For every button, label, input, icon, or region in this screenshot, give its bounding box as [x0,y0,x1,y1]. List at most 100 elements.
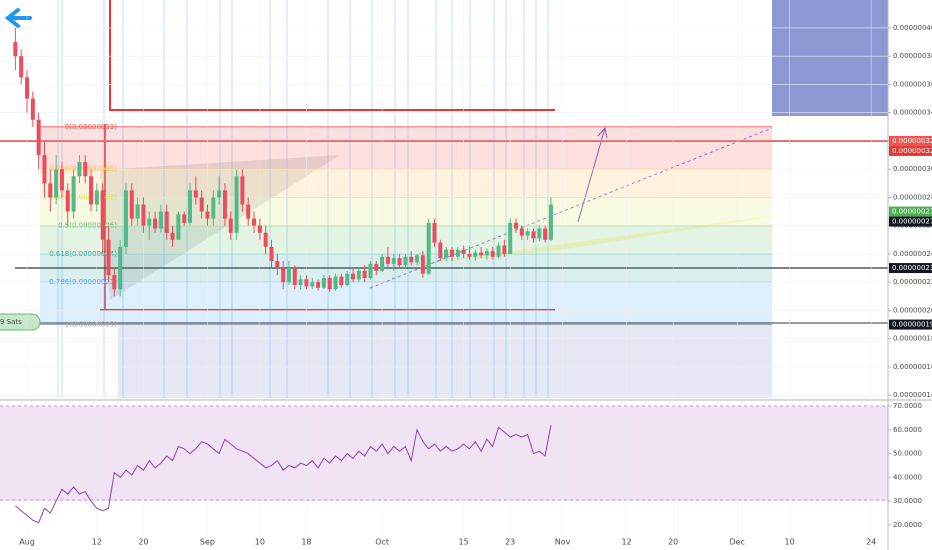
candle-body [467,253,472,257]
candle-body [94,190,99,205]
candle-body [519,228,524,236]
candle-body [158,211,163,229]
y-tick-label: 20.0000 [893,521,922,529]
candle-body [112,275,117,290]
y-tick-label: 0.00000020 [893,306,932,314]
candle-body [397,258,402,266]
candle-body [42,155,47,184]
candle-body [362,270,367,278]
x-tick-label: 10 [255,538,265,547]
x-tick-label: Dec [729,538,744,547]
candle-body [339,276,344,286]
candle-body [502,245,507,254]
candle-body [368,263,373,278]
candle-body [83,162,88,177]
candle-body [36,119,41,156]
y-tick-label: 0.00000028 [893,193,932,201]
price-marker [889,145,932,156]
volume-area [118,322,772,398]
annotation-badge [0,313,41,331]
y-tick-label: 30.0000 [893,497,922,505]
candle-body [333,276,338,290]
y-tick-label: 70.0000 [893,402,922,410]
candle-body [420,255,425,274]
candle-body [263,232,268,247]
candle-body [252,218,257,226]
price-marker [889,263,932,274]
fib-band [40,169,772,198]
candle-body [141,204,146,226]
x-tick-label: 20 [668,538,678,547]
y-tick-label: 0.00000014 [893,391,932,399]
fib-band [40,225,772,254]
candle-body [48,183,53,198]
candle-body [135,204,140,219]
y-tick-label: 50.0000 [893,450,922,458]
annotation: 9 Sats [0,318,22,326]
candle-body [409,256,414,263]
candle-body [304,279,309,287]
candle-body [211,197,216,219]
candle-body [479,252,484,256]
price-marker-label: 0.00000027 [892,218,932,226]
price-marker [889,216,932,227]
candle-body [240,176,245,205]
candle-body [508,222,513,254]
candle-body [246,204,251,219]
candle-body [59,169,64,191]
price-marker-label: 0.00000027 [892,208,932,216]
y-tick-label: 60.0000 [893,426,922,434]
candle-body [490,251,495,257]
candle-body [461,249,466,254]
price-marker [889,206,932,217]
candle-body [356,270,361,280]
projection-arrow [577,126,608,223]
candle-body [100,190,105,240]
x-tick-label: Oct [375,538,389,547]
candle-body [89,176,94,205]
y-tick-label: 0.00000022 [893,278,932,286]
y-tick-label: 0.00000040 [893,24,932,32]
candle-body [147,218,152,226]
candle-body [13,42,18,57]
candle-body [275,261,280,269]
candle-body [415,255,420,263]
candle-body [286,268,291,283]
candle-body [514,222,519,229]
candle-body [164,211,169,233]
candle-body [123,190,128,247]
fib-label: 1(0.00000019) [65,321,117,329]
candle-body [327,277,332,290]
candle-body [234,176,239,233]
candle-body [281,268,286,283]
fib-label: 0(0.00000033) [65,123,117,131]
candle-body [106,239,111,276]
candle-body [170,232,175,240]
y-tick-label: 0.00000038 [893,52,932,60]
x-tick-label: 18 [301,538,311,547]
candle-body [153,218,158,229]
price-marker-label: 0.00000023 [892,264,932,272]
y-tick-label: 0.00000024 [893,250,932,258]
candle-body [217,190,222,198]
candle-body [426,222,431,274]
x-tick-label: 10 [785,538,795,547]
candle-body [525,231,530,236]
y-tick-label: 0.00000030 [893,165,932,173]
candle-body [310,282,315,287]
candle-body [188,190,193,223]
back-arrow[interactable] [4,8,32,28]
target-box [772,0,888,116]
x-tick-label: Sep [200,538,215,547]
trend-line [369,127,773,289]
y-tick-label: 0.00000016 [893,363,932,371]
candle-body [316,282,321,288]
candle-body [432,222,437,243]
candle-body [129,190,134,219]
candle-body [25,77,30,99]
y-tick-label: 0.00000036 [893,80,932,88]
candle-body [199,197,204,212]
candle-body [71,176,76,212]
